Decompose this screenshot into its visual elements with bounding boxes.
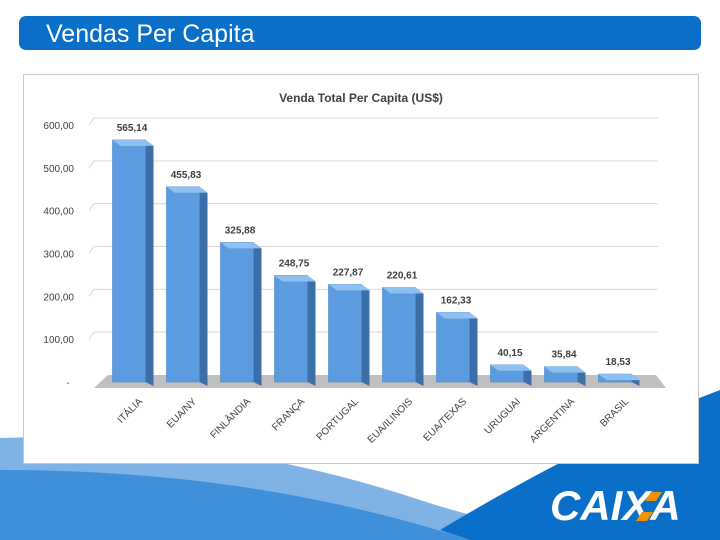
x-tick-label: EUA/ILINOIS bbox=[366, 396, 416, 446]
bar-side bbox=[415, 287, 424, 386]
bar-top bbox=[112, 139, 154, 146]
data-label: 325,88 bbox=[225, 225, 256, 236]
caixa-logo-text: CAIXA bbox=[550, 483, 681, 529]
x-tick-label: URUGUAI bbox=[483, 396, 523, 436]
gridline-leader bbox=[88, 331, 95, 340]
x-tick-label: ITÁLIA bbox=[114, 395, 145, 426]
x-tick-label: EUA/NY bbox=[165, 396, 199, 430]
bar-front bbox=[220, 242, 254, 383]
bar-top bbox=[274, 275, 316, 282]
bar bbox=[598, 373, 640, 386]
data-label: 162,33 bbox=[441, 295, 472, 306]
bar-front bbox=[436, 312, 470, 383]
data-labels: 565,14 455,83 325,88 248,75 227,87 220,61 162,… bbox=[117, 123, 631, 368]
bar-front bbox=[382, 287, 416, 383]
x-tick-label: FRANÇA bbox=[270, 396, 307, 433]
bar-top bbox=[166, 186, 208, 193]
bar-top bbox=[598, 374, 640, 381]
bar-front bbox=[112, 139, 146, 383]
data-label: 227,87 bbox=[333, 267, 364, 278]
bar-side bbox=[469, 312, 478, 386]
y-tick-label: 100,00 bbox=[43, 335, 74, 346]
bar-front bbox=[166, 186, 200, 383]
gridline-leader bbox=[88, 246, 95, 254]
bar bbox=[490, 364, 532, 386]
x-axis: ITÁLIA EUA/NY FINLÂNDIA FRANÇA PORTUGAL EUA/I… bbox=[114, 395, 631, 446]
x-tick-label: EUA/TEXAS bbox=[422, 396, 470, 444]
bar bbox=[436, 312, 478, 386]
slide-title: Vendas Per Capita bbox=[46, 20, 255, 48]
bar-top bbox=[490, 364, 532, 371]
gridline-leader bbox=[88, 289, 95, 297]
caixa-logo: CAIXA bbox=[550, 483, 681, 529]
logo-x-accent bbox=[645, 492, 662, 501]
bar bbox=[382, 287, 424, 386]
chart-frame: Venda Total Per Capita (US$) 565,14 455,8… bbox=[23, 74, 699, 464]
bar bbox=[544, 366, 586, 386]
bar-front bbox=[328, 284, 362, 383]
data-label: 565,14 bbox=[117, 123, 148, 134]
data-label: 220,61 bbox=[387, 271, 418, 282]
swoosh-mid-band bbox=[0, 470, 470, 540]
bar-top bbox=[220, 242, 262, 249]
bar bbox=[112, 139, 154, 386]
y-tick-label: 500,00 bbox=[43, 164, 74, 175]
bar bbox=[166, 186, 208, 386]
gridline-leader bbox=[88, 160, 95, 169]
bar-front bbox=[274, 275, 308, 383]
x-tick-label: BRASIL bbox=[598, 396, 631, 429]
bar bbox=[274, 275, 316, 386]
bar-top bbox=[328, 284, 370, 291]
data-label: 40,15 bbox=[497, 348, 522, 359]
chart-title: Venda Total Per Capita (US$) bbox=[279, 91, 443, 105]
y-tick-label: 400,00 bbox=[43, 207, 74, 218]
title-bar: Vendas Per Capita bbox=[19, 16, 701, 50]
bar bbox=[328, 284, 370, 386]
x-tick-label: FINLÂNDIA bbox=[207, 395, 253, 441]
bar bbox=[220, 242, 262, 386]
data-label: 35,84 bbox=[551, 350, 576, 361]
bar-chart: Venda Total Per Capita (US$) 565,14 455,8… bbox=[43, 91, 666, 446]
data-label: 455,83 bbox=[171, 170, 202, 181]
data-label: 248,75 bbox=[279, 258, 310, 269]
logo-x-accent-lower bbox=[636, 512, 653, 521]
bar-top bbox=[436, 312, 478, 319]
y-tick-label: - bbox=[66, 378, 69, 389]
y-tick-label: 300,00 bbox=[43, 250, 74, 261]
bar-side bbox=[361, 284, 370, 386]
gridline-leader bbox=[88, 117, 95, 126]
x-tick-label: PORTUGAL bbox=[315, 396, 362, 443]
x-tick-label: ARGENTINA bbox=[528, 396, 577, 445]
bar-side bbox=[145, 139, 154, 386]
bars bbox=[112, 139, 640, 386]
bar-top bbox=[382, 287, 424, 294]
bar-side bbox=[253, 242, 262, 386]
bar-side bbox=[307, 275, 316, 386]
data-label: 18,53 bbox=[605, 357, 630, 368]
y-tick-label: 600,00 bbox=[43, 121, 74, 132]
bar-side bbox=[199, 186, 208, 386]
gridline-leader bbox=[88, 203, 95, 211]
bar-top bbox=[544, 366, 586, 373]
y-tick-label: 200,00 bbox=[43, 292, 74, 303]
y-axis: - 100,00 200,00 300,00 400,00 500,00 600,00 bbox=[43, 121, 74, 389]
